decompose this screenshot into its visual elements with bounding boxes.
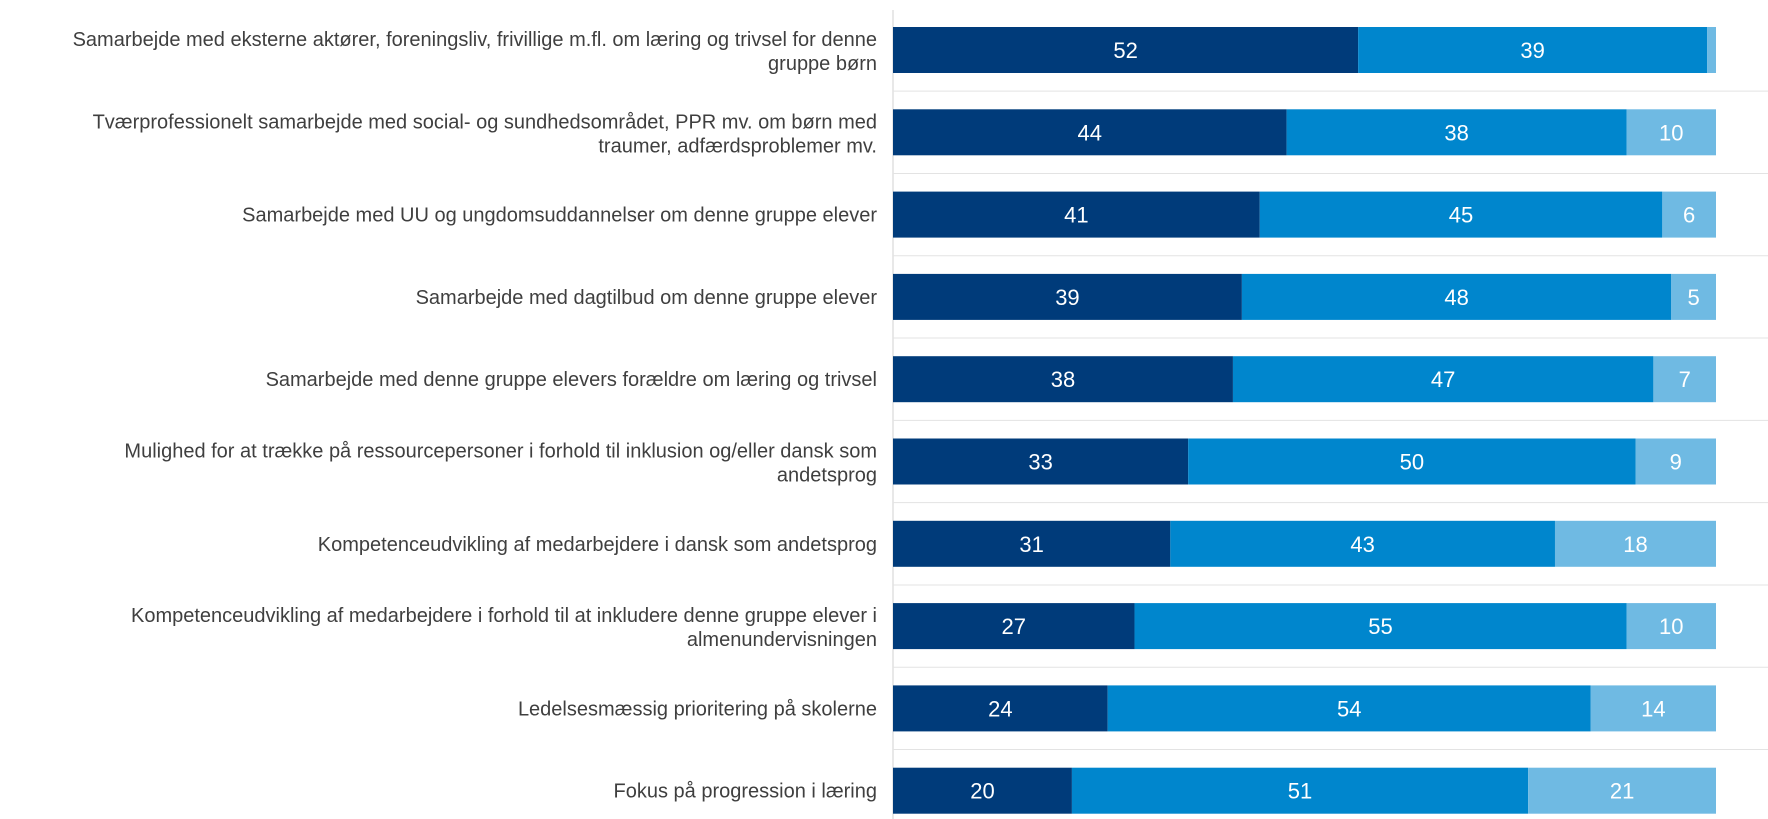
bar-segment-s3-row-4 — [1671, 273, 1716, 320]
data-label-s1-row-10: 20 — [970, 779, 994, 804]
category-label-row-1-line-1: Samarbejde med eksterne aktører, forenin… — [73, 29, 877, 51]
data-label-s1-row-8: 27 — [1002, 614, 1026, 639]
bar-segment-s1-row-5 — [893, 356, 1233, 403]
bar-segment-s2-row-4 — [1241, 273, 1672, 320]
bar-segment-s1-row-7 — [893, 520, 1171, 567]
category-label-row-5-line-1: Samarbejde med denne gruppe elevers foræ… — [266, 369, 877, 391]
data-label-s3-row-10: 21 — [1610, 779, 1634, 804]
category-label-row-3-line-1: Samarbejde med UU og ungdomsuddannelser … — [242, 205, 877, 227]
bar-segment-s3-row-10 — [1528, 767, 1716, 814]
category-label-row-2-line-1: Tværprofessionelt samarbejde med social-… — [93, 111, 877, 133]
category-label-row-7-line-1: Kompetenceudvikling af medarbejdere i da… — [318, 534, 877, 556]
data-label-s1-row-9: 24 — [988, 696, 1012, 721]
bar-segment-s3-row-2 — [1626, 109, 1716, 156]
data-label-s2-row-3: 45 — [1449, 203, 1473, 228]
bar-segment-s1-row-9 — [893, 685, 1108, 732]
bar-segment-s3-row-5 — [1653, 356, 1716, 403]
bar-segment-s3-row-8 — [1626, 603, 1716, 650]
data-label-s2-row-8: 55 — [1368, 614, 1392, 639]
category-label-row-1-line-2: gruppe børn — [768, 53, 877, 75]
bar-segment-s3-row-7 — [1554, 520, 1716, 567]
bar-segment-s2-row-6 — [1188, 438, 1636, 485]
data-label-s2-row-5: 47 — [1431, 367, 1455, 392]
category-label-row-6-line-2: andetsprog — [777, 465, 877, 487]
bar-segment-s3-row-1 — [1707, 27, 1716, 73]
bars-layer — [893, 27, 1716, 814]
axis-layer — [892, 10, 1768, 819]
data-label-s2-row-4: 48 — [1444, 285, 1468, 310]
bar-segment-s2-row-3 — [1259, 191, 1663, 238]
bar-segment-s2-row-2 — [1286, 109, 1627, 156]
category-label-row-10-line-1: Fokus på progression i læring — [614, 781, 877, 803]
data-label-s1-row-4: 39 — [1055, 285, 1079, 310]
data-label-s3-row-5: 7 — [1679, 367, 1691, 392]
bar-segment-s1-row-1 — [893, 27, 1359, 73]
bar-segment-s3-row-6 — [1635, 438, 1716, 485]
data-label-s1-row-3: 41 — [1064, 203, 1088, 228]
bar-segment-s1-row-6 — [893, 438, 1189, 485]
data-label-s1-row-7: 31 — [1019, 532, 1043, 557]
category-label-row-9-line-1: Ledelsesmæssig prioritering på skolerne — [518, 698, 877, 720]
category-label-row-8-line-1: Kompetenceudvikling af medarbejdere i fo… — [131, 605, 877, 627]
bar-segment-s2-row-10 — [1071, 767, 1529, 814]
data-label-s1-row-2: 44 — [1078, 120, 1102, 145]
data-label-s1-row-6: 33 — [1028, 450, 1052, 475]
data-label-s3-row-8: 10 — [1659, 614, 1683, 639]
data-label-s2-row-7: 43 — [1350, 532, 1374, 557]
data-label-s3-row-4: 5 — [1688, 285, 1700, 310]
category-label-row-6-line-1: Mulighed for at trække på ressourceperso… — [124, 441, 877, 463]
bar-segment-s3-row-3 — [1662, 191, 1716, 238]
bar-segment-s2-row-8 — [1134, 603, 1627, 650]
bar-segment-s2-row-9 — [1107, 685, 1591, 732]
data-label-s2-row-9: 54 — [1337, 696, 1361, 721]
bar-segment-s1-row-2 — [893, 109, 1287, 156]
bar-segment-s1-row-4 — [893, 273, 1242, 320]
data-label-s2-row-10: 51 — [1288, 779, 1312, 804]
data-label-s2-row-6: 50 — [1400, 450, 1424, 475]
data-label-s2-row-1: 39 — [1520, 38, 1544, 63]
bar-segment-s1-row-8 — [893, 603, 1135, 650]
category-label-row-8-line-2: almenundervisningen — [687, 629, 877, 651]
data-label-s3-row-3: 6 — [1683, 203, 1695, 228]
data-label-s1-row-1: 52 — [1113, 38, 1137, 63]
data-label-s3-row-2: 10 — [1659, 120, 1683, 145]
bar-segment-s2-row-7 — [1170, 520, 1555, 567]
category-label-row-4-line-1: Samarbejde med dagtilbud om denne gruppe… — [416, 287, 878, 309]
data-label-s3-row-6: 9 — [1670, 450, 1682, 475]
bar-segment-s1-row-10 — [893, 767, 1072, 814]
bar-segment-s2-row-1 — [1358, 27, 1708, 73]
labels-layer: 52 39 Samarbejde med eksterne aktører, for… — [73, 29, 1700, 804]
category-label-row-2-line-2: traumer, adfærdsproblemer mv. — [598, 135, 877, 157]
bar-segment-s3-row-9 — [1590, 685, 1716, 732]
data-label-s3-row-9: 14 — [1641, 696, 1665, 721]
bar-segment-s2-row-5 — [1232, 356, 1654, 403]
data-label-s2-row-2: 38 — [1444, 120, 1468, 145]
data-label-s3-row-7: 18 — [1623, 532, 1647, 557]
bar-segment-s1-row-3 — [893, 191, 1260, 238]
data-label-s1-row-5: 38 — [1051, 367, 1075, 392]
